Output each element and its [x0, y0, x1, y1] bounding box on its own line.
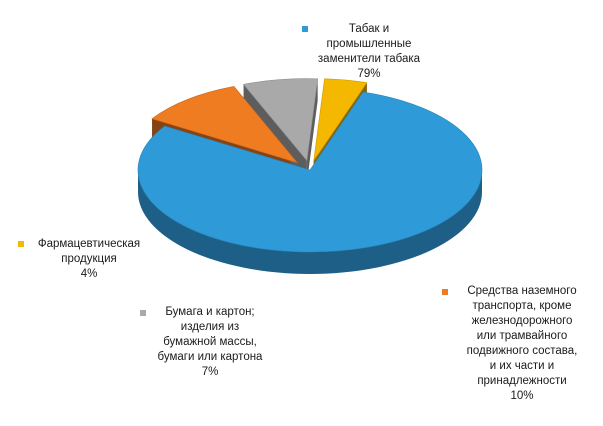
label-transport-line-2: транспорта, кроме — [472, 300, 572, 312]
slice-paper — [242, 78, 319, 162]
label-pharma: Фармацевтическая продукция 4% — [18, 237, 150, 282]
label-transport-line-7: принадлежности — [477, 375, 567, 387]
slice-transport — [151, 86, 299, 164]
label-transport-line-4: или трамвайного — [476, 330, 568, 342]
label-transport-line-1: Средства наземного — [467, 285, 577, 297]
label-transport: Средства наземного транспорта, кроме жел… — [442, 284, 592, 404]
slice-tobacco — [137, 91, 483, 253]
label-tobacco-line-3: заменители табака — [317, 53, 421, 65]
label-pharma-line-2: продукция — [61, 253, 117, 265]
legend-key-tobacco — [302, 26, 308, 32]
slice-rim-tobacco — [138, 170, 482, 274]
label-tobacco-line-1: Табак и — [348, 23, 390, 35]
label-transport-line-5: подвижного состава, — [466, 345, 578, 357]
slice-pharma — [313, 78, 368, 161]
label-paper: Бумага и картон; изделия из бумажной мас… — [140, 305, 280, 380]
label-tobacco: Табак и промышленные заменители табака 7… — [302, 22, 433, 82]
label-tobacco-percent: 79% — [357, 68, 381, 80]
label-paper-line-2: изделия из — [180, 321, 240, 333]
label-paper-percent: 7% — [201, 366, 219, 378]
legend-key-pharma — [18, 241, 24, 247]
label-paper-line-3: бумажной массы, — [163, 336, 257, 348]
label-tobacco-line-2: промышленные — [326, 38, 412, 50]
slice-wall-paper-end — [306, 78, 318, 183]
label-transport-line-3: железнодорожного — [471, 315, 573, 327]
label-pharma-line-1: Фармацевтическая — [37, 238, 141, 250]
legend-key-transport — [442, 289, 448, 295]
label-transport-line-6: и их части и — [489, 360, 555, 372]
label-paper-line-4: бумаги или картона — [157, 351, 263, 363]
label-pharma-percent: 4% — [80, 268, 98, 280]
label-transport-percent: 10% — [510, 390, 534, 402]
label-paper-line-1: Бумага и картон; — [165, 306, 255, 318]
legend-key-paper — [140, 310, 146, 316]
